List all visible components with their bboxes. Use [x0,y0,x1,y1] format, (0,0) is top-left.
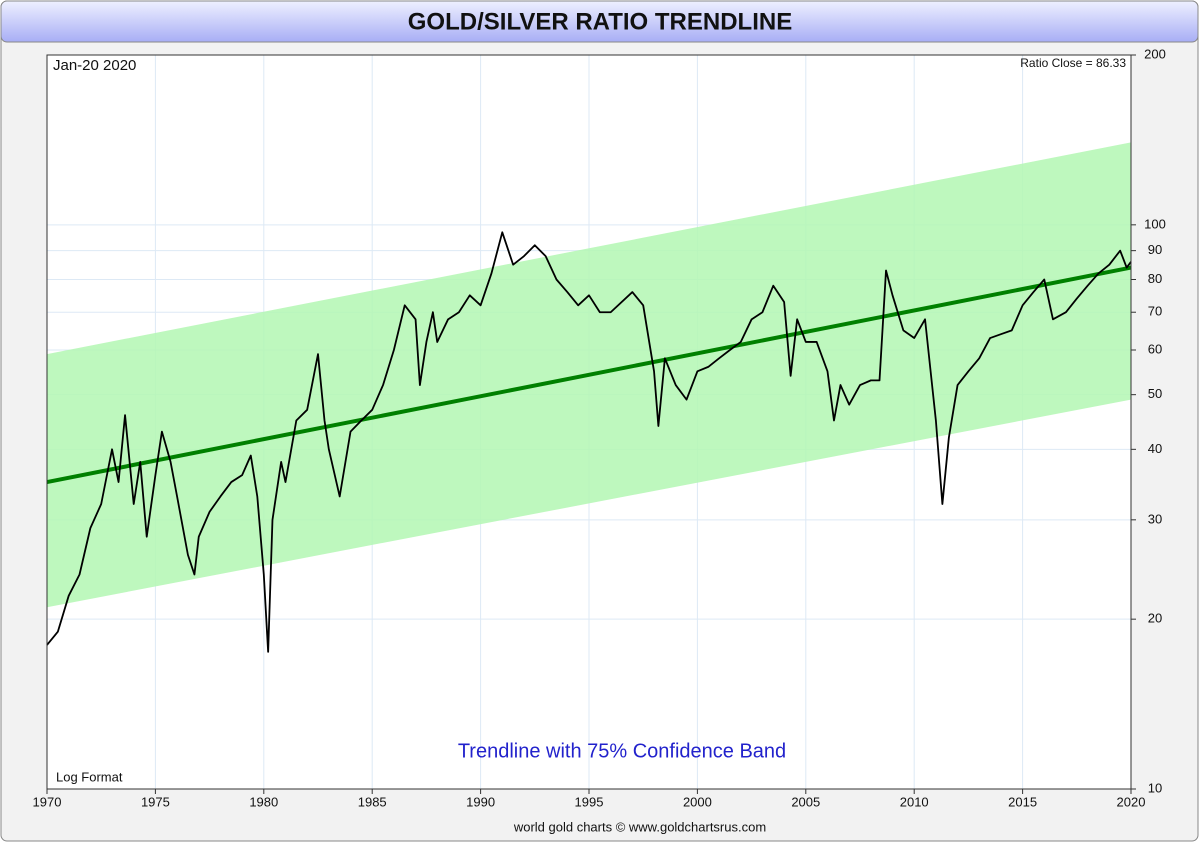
y-tick-label: 30 [1148,511,1162,526]
x-tick-label: 2000 [683,794,712,809]
x-tick-label: 1980 [249,794,278,809]
x-tick-label: 2020 [1117,794,1146,809]
y-tick-label: 50 [1148,386,1162,401]
scale-label: Log Format [56,769,123,784]
y-tick-label: 40 [1148,441,1162,456]
y-tick-label: 90 [1148,242,1162,257]
y-tick-label: 60 [1148,341,1162,356]
plot [46,54,1132,790]
last-value-label: Ratio Close = 86.33 [1020,56,1126,70]
x-tick-label: 1995 [575,794,604,809]
date-label: Jan-20 2020 [53,57,136,74]
x-tick-label: 2010 [900,794,929,809]
title-bar [0,0,1199,43]
x-tick-label: 1975 [141,794,170,809]
ratio-line [46,231,1132,653]
annotation: Trendline with 75% Confidence Band [458,740,786,762]
x-tick-label: 1990 [466,794,495,809]
x-tick-label: 2005 [791,794,820,809]
y-tick-label: 70 [1148,304,1162,319]
x-tick-label: 2015 [1008,794,1037,809]
y-tick-label: 200 [1144,46,1166,61]
footer: world gold charts © www.goldchartsrus.co… [513,819,766,834]
y-tick-label: 20 [1148,611,1162,626]
y-tick-label: 100 [1144,216,1166,231]
y-tick-label: 80 [1148,271,1162,286]
x-tick-label: 1970 [33,794,62,809]
trendline [46,265,1132,485]
x-tick-label: 1985 [358,794,387,809]
chart-title: GOLD/SILVER RATIO TRENDLINE [408,8,792,35]
y-tick-label: 10 [1148,780,1162,795]
